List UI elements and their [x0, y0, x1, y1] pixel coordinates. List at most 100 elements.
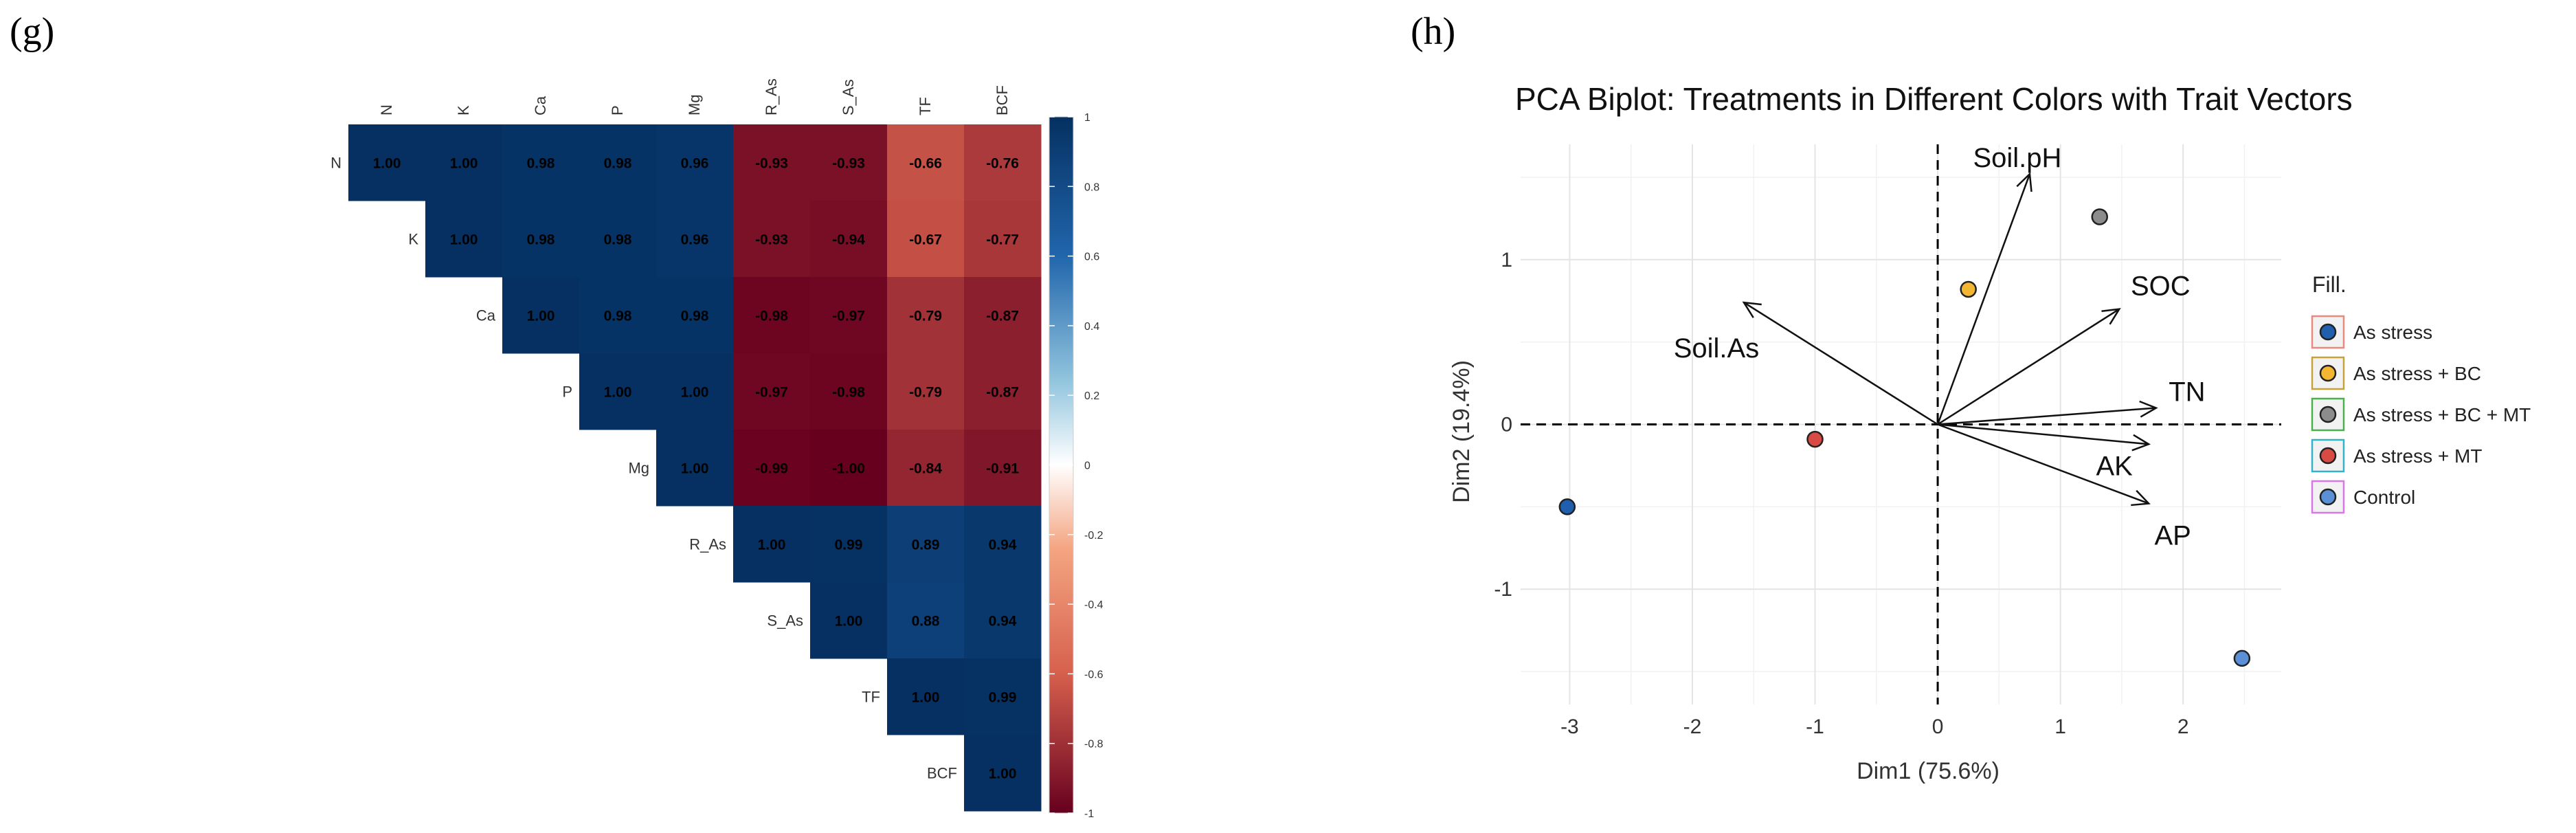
heatmap-cell [964, 124, 1042, 201]
heatmap-cell-value: -0.93 [832, 156, 865, 172]
row-label-ca: Ca [476, 307, 496, 324]
heatmap-cell-value: -0.87 [986, 385, 1019, 401]
x-tick-label: -3 [1560, 715, 1579, 738]
heatmap-cell-value: -0.79 [909, 385, 942, 401]
row-label-s-as: S_As [767, 612, 803, 630]
vector-soil-ph [1936, 173, 2031, 425]
heatmap-cell-value: 0.96 [681, 232, 709, 248]
heatmap-cell [579, 277, 657, 354]
point-as-stress-bc [1960, 280, 1977, 298]
heatmap-cell [887, 658, 965, 735]
pca-title: PCA Biplot: Treatments in Different Colo… [1515, 81, 2353, 117]
heatmap-cell [964, 735, 1042, 812]
heatmap-cell [656, 353, 734, 430]
vector-label-tn: TN [2169, 377, 2205, 408]
point-control [2233, 649, 2251, 667]
vector-soil-as [1743, 302, 1938, 425]
heatmap-cell-value: 1.00 [681, 461, 709, 477]
heatmap-cell-value: 0.98 [604, 232, 632, 248]
y-tick-label: 0 [1501, 414, 1512, 436]
heatmap-cell-value: -0.97 [755, 385, 788, 401]
heatmap-cell [810, 582, 888, 659]
pca-biplot-panel: (h) PCA Biplot: Treatments in Different … [1411, 10, 2531, 784]
x-axis-title: Dim1 (75.6%) [1857, 758, 2000, 784]
y-tick-label: 1 [1501, 249, 1512, 271]
colorbar-tick-label: -0.2 [1084, 530, 1104, 542]
heatmap-cell [887, 430, 965, 507]
heatmap-cell-value: 0.98 [681, 309, 709, 324]
heatmap-cell-value: -0.93 [755, 232, 788, 248]
colorbar-tick-label: 0.8 [1084, 181, 1099, 193]
arrowhead-soc [2101, 308, 2121, 325]
trait-vectors: Soil.pH SOC Soil.As TN AK AP [1674, 143, 2206, 551]
heatmap-cell-value: 0.98 [527, 232, 555, 248]
heatmap-cell [733, 277, 811, 354]
heatmap-cell-value: -0.79 [909, 309, 942, 324]
heatmap-cell-value: 0.89 [912, 537, 940, 553]
arrowhead-soil-as [1742, 301, 1762, 318]
point-as-stress-bc-mt [2091, 208, 2108, 225]
colorbar-ticks: 1 0.8 0.6 0.4 0.2 0 -0.2 -0.4 -0.6 -0.8 -1 [1049, 112, 1104, 820]
heatmap-cell-value: 0.94 [989, 614, 1017, 630]
heatmap-cell-value: -0.98 [832, 385, 865, 401]
heatmap-cell-value: 1.00 [681, 385, 709, 401]
row-label-mg: Mg [628, 460, 649, 477]
heatmap-cell-value: 1.00 [450, 156, 478, 172]
heatmap-cell [425, 201, 503, 278]
heatmap-cell [502, 124, 580, 201]
heatmap-cell-value: 1.00 [373, 156, 401, 172]
heatmap-cell-value: 1.00 [604, 385, 632, 401]
heatmap-cell-value: 0.99 [989, 690, 1017, 706]
column-label-ca: Ca [532, 96, 549, 115]
legend-swatch-as-stress-bc-mt [2319, 406, 2337, 423]
column-label-p: P [609, 105, 626, 115]
colorbar-tick-label: 0 [1084, 460, 1090, 472]
heatmap-cell-value: 0.98 [604, 156, 632, 172]
treatment-points [1558, 208, 2251, 667]
heatmap-row-labels: N K Ca P Mg R_As S_As TF BCF [331, 155, 957, 782]
heatmap-cells: 1.00 1.00 0.98 0.98 0.96 -0.93 -0.93 -0.66 -0.76… [348, 124, 1042, 812]
heatmap-cell [964, 430, 1042, 507]
point-as-stress-mt [1806, 430, 1824, 448]
correlation-heatmap-panel: (g) N K Ca P Mg R_As S_As TF BCF 1.00 1.00 0.98 0.9… [10, 10, 1104, 820]
column-label-r-as: R_As [763, 78, 780, 115]
point-as-stress [1558, 498, 1576, 515]
heatmap-column-labels: N K Ca P Mg R_As S_As TF BCF [378, 78, 1011, 115]
x-tick-label: -2 [1683, 715, 1702, 738]
heatmap-cell-value: -0.93 [755, 156, 788, 172]
heatmap-cell-value: -0.76 [986, 156, 1019, 172]
vector-ak [1937, 423, 2149, 445]
legend-label-as-stress-mt: As stress + MT [2353, 445, 2482, 467]
heatmap-cell-value: -0.87 [986, 309, 1019, 324]
heatmap-cell-value: 1.00 [450, 232, 478, 248]
heatmap-cell [887, 582, 965, 659]
heatmap-cell [810, 506, 888, 583]
heatmap-cell-value: 0.96 [681, 156, 709, 172]
heatmap-cell-value: 1.00 [989, 766, 1017, 782]
column-label-k: K [455, 105, 472, 115]
x-tick-label: -1 [1806, 715, 1824, 738]
heatmap-cell-value: -0.99 [755, 461, 788, 477]
heatmap-cell [810, 124, 888, 201]
heatmap-cell [964, 201, 1042, 278]
heatmap-cell [887, 201, 965, 278]
vector-label-ap: AP [2154, 521, 2191, 551]
heatmap-cell-value: -0.94 [832, 232, 865, 248]
heatmap-cell [810, 353, 888, 430]
heatmap-cell-value: -0.98 [755, 309, 788, 324]
heatmap-cell-value: 0.99 [835, 537, 863, 553]
heatmap-cell [887, 353, 965, 430]
column-label-bcf: BCF [994, 85, 1011, 115]
heatmap-cell [502, 277, 580, 354]
colorbar-tick-label: -0.4 [1084, 599, 1104, 611]
heatmap-cell-value: -0.91 [986, 461, 1019, 477]
legend-swatch-as-stress-bc [2319, 364, 2337, 382]
heatmap-cell-value: 0.88 [912, 614, 940, 630]
legend-swatch-as-stress-mt [2319, 447, 2337, 465]
heatmap-cell-value: 0.98 [604, 309, 632, 324]
heatmap-cell [964, 353, 1042, 430]
heatmap-cell [964, 277, 1042, 354]
heatmap-cell [656, 201, 734, 278]
heatmap-cell-value: -0.84 [909, 461, 942, 477]
